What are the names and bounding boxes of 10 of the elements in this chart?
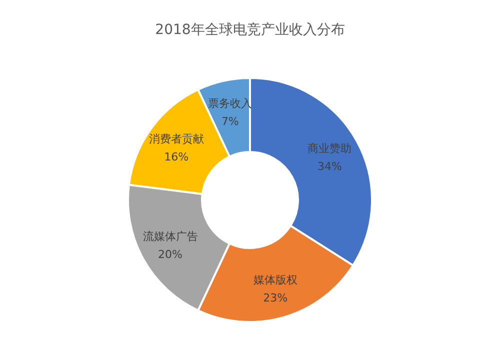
slice-label: 商业赞助 <box>308 142 352 156</box>
data-label: 34% <box>318 160 342 174</box>
slice-label: 媒体版权 <box>253 273 298 286</box>
slice-label: 消费者贡献 <box>148 132 204 146</box>
slice-label: 流媒体广告 <box>142 230 198 243</box>
data-label: 16% <box>164 150 189 164</box>
data-label: 20% <box>158 248 182 261</box>
data-label: 7% <box>221 115 239 128</box>
data-label: 23% <box>263 291 288 304</box>
chart-title: 2018年全球电竞产业收入分布 <box>155 22 345 38</box>
